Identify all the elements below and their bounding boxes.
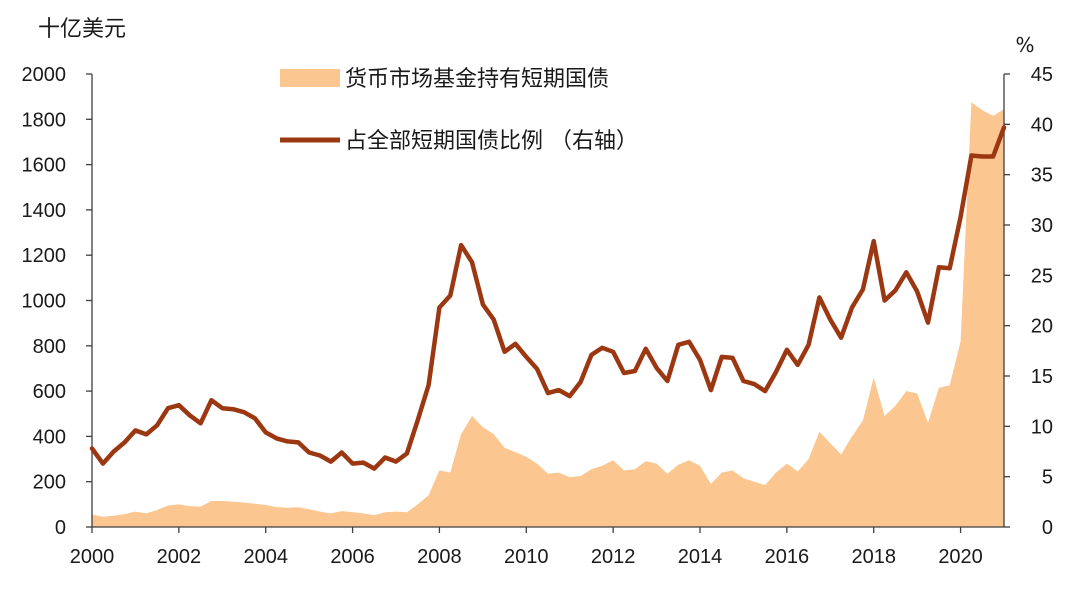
left-y-tick-label: 1400: [22, 200, 67, 222]
left-y-tick-label: 1800: [22, 109, 67, 131]
left-y-tick-label: 200: [33, 472, 66, 494]
x-tick-label: 2006: [330, 546, 375, 568]
right-y-tick-label: 25: [1031, 265, 1053, 287]
right-y-tick-label: 45: [1031, 64, 1053, 86]
right-y-tick-label: 40: [1031, 114, 1053, 136]
money-market-fund-bills-area: [92, 102, 1004, 527]
x-tick-label: 2008: [417, 546, 462, 568]
left-y-tick-label: 1200: [22, 245, 67, 267]
x-tick-label: 2018: [851, 546, 896, 568]
right-y-tick-label: 35: [1031, 165, 1053, 187]
left-y-tick-label: 600: [33, 381, 66, 403]
left-y-tick-label: 800: [33, 336, 66, 358]
x-tick-label: 2010: [504, 546, 549, 568]
x-tick-label: 2012: [591, 546, 636, 568]
left-y-tick-label: 400: [33, 426, 66, 448]
legend-line-label: 占全部短期国债比例 （右轴）: [345, 129, 638, 154]
left-axis-unit-label: 十亿美元: [38, 17, 126, 42]
right-y-tick-label: 15: [1031, 366, 1053, 388]
legend: 货币市场基金持有短期国债 占全部短期国债比例 （右轴）: [280, 67, 638, 154]
right-y-tick-label: 10: [1031, 416, 1053, 438]
right-y-tick-label: 20: [1031, 316, 1053, 338]
x-tick-label: 2000: [70, 546, 115, 568]
left-y-tick-label: 0: [55, 517, 66, 539]
x-tick-label: 2002: [157, 546, 202, 568]
legend-area-swatch: [280, 69, 340, 87]
area-layer: [92, 102, 1004, 527]
x-tick-label: 2004: [243, 546, 288, 568]
left-y-tick-label: 2000: [22, 64, 67, 86]
right-y-tick-label: 0: [1042, 517, 1053, 539]
x-tick-label: 2016: [765, 546, 810, 568]
right-y-tick-label: 5: [1042, 467, 1053, 489]
x-tick-label: 2020: [938, 546, 983, 568]
right-axis-unit-label: %: [1015, 33, 1034, 57]
right-y-tick-label: 30: [1031, 215, 1053, 237]
x-tick-label: 2014: [678, 546, 723, 568]
left-y-tick-label: 1000: [22, 291, 67, 313]
left-y-tick-label: 1600: [22, 155, 67, 177]
legend-area-label: 货币市场基金持有短期国债: [345, 67, 609, 92]
